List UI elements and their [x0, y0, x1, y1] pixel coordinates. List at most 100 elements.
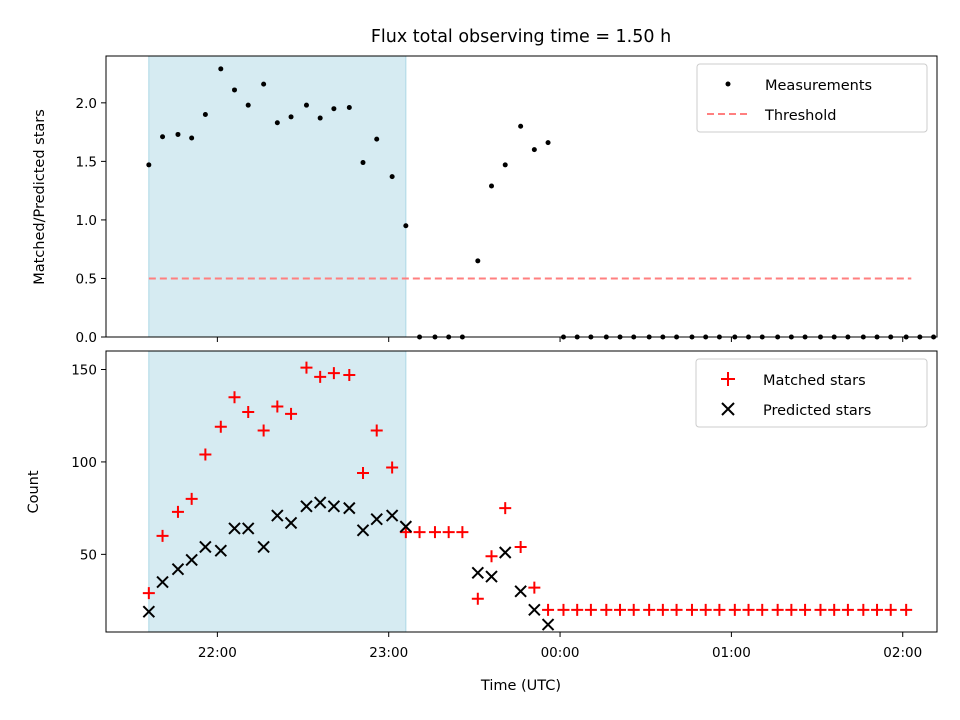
matched-star-point	[156, 529, 169, 542]
measurement-point	[489, 183, 495, 189]
matched-star-point	[627, 603, 640, 616]
matched-star-point	[199, 448, 212, 461]
top-y-tick-label: 1.0	[76, 213, 97, 229]
matched-star-point	[456, 526, 469, 539]
measurement-point	[531, 147, 537, 153]
bottom-y-axis-label: Count	[26, 470, 42, 513]
predicted-star-point	[485, 570, 498, 583]
measurement-point	[502, 162, 508, 168]
matched-star-points	[142, 361, 913, 616]
legend-threshold-label: Threshold	[764, 108, 836, 124]
bottom-y-tick-label: 150	[71, 362, 97, 378]
x-tick-label: 01:00	[712, 645, 751, 661]
measurement-point	[545, 140, 551, 146]
top-shade-band	[148, 55, 407, 338]
legend-predicted-marker	[721, 402, 735, 416]
measurement-point	[189, 135, 195, 141]
matched-star-point	[499, 502, 512, 515]
measurement-point	[475, 258, 481, 264]
matched-star-point	[399, 526, 412, 539]
bottom-x-ticks: 22:00 23:00 00:00 01:00 02:00	[198, 632, 922, 661]
legend-measurements-marker	[725, 81, 731, 87]
matched-star-point	[257, 424, 270, 437]
matched-star-point	[600, 603, 613, 616]
measurement-point	[160, 134, 166, 140]
matched-star-point	[370, 424, 383, 437]
measurement-point	[518, 123, 524, 129]
chart-title: Flux total observing time = 1.50 h	[371, 27, 671, 47]
predicted-star-point	[199, 540, 212, 554]
predicted-star-point	[499, 546, 512, 559]
top-x-ticks	[216, 337, 904, 342]
predicted-star-point	[271, 509, 284, 522]
bottom-legend: Matched stars Predicted stars	[695, 358, 928, 428]
matched-star-point	[142, 587, 155, 600]
bottom-shade-band	[148, 350, 407, 633]
top-y-tick-label: 1.5	[76, 154, 97, 170]
matched-star-point	[514, 540, 527, 553]
matched-star-point	[656, 603, 669, 616]
predicted-star-point	[228, 522, 241, 535]
predicted-star-point	[370, 513, 383, 526]
predicted-star-point	[514, 585, 527, 598]
measurement-point	[288, 114, 294, 120]
matched-star-point	[413, 526, 426, 539]
x-axis-label: Time (UTC)	[480, 678, 561, 694]
x-tick-label: 23:00	[369, 645, 408, 661]
matched-star-point	[713, 603, 726, 616]
top-y-tick-label: 0.5	[76, 271, 97, 287]
measurement-point	[389, 174, 395, 180]
bottom-legend-box	[695, 358, 928, 428]
predicted-star-point	[471, 566, 485, 580]
matched-star-point	[214, 420, 227, 433]
matched-star-point	[242, 406, 255, 419]
predicted-star-point	[541, 618, 555, 631]
matched-star-point	[799, 603, 812, 616]
matched-star-point	[841, 603, 854, 616]
predicted-star-point	[399, 520, 413, 533]
measurement-point	[232, 87, 238, 93]
measurement-point	[175, 131, 181, 137]
matched-star-point	[884, 603, 897, 616]
matched-star-point	[528, 581, 541, 594]
measurement-points	[146, 66, 937, 340]
matched-star-point	[871, 603, 884, 616]
measurement-point	[245, 102, 251, 108]
measurement-point	[303, 102, 309, 108]
measurement-point	[346, 105, 352, 111]
matched-star-point	[171, 505, 184, 518]
matched-star-point	[428, 526, 441, 539]
measurement-point	[403, 223, 409, 229]
matched-star-point	[584, 603, 597, 616]
predicted-star-point	[327, 500, 341, 513]
top-y-axis-label: Matched/Predicted stars	[32, 109, 48, 285]
matched-star-point	[357, 467, 370, 480]
legend-measurements-label: Measurements	[765, 78, 872, 94]
top-panel: 0.00.51.01.52.0 Matched/Predicted stars …	[32, 55, 938, 346]
top-y-tick-label: 0.0	[76, 330, 97, 346]
predicted-star-point	[313, 496, 327, 509]
top-legend-box	[696, 63, 928, 133]
bottom-y-tick-label: 100	[71, 455, 97, 471]
matched-star-point	[785, 603, 798, 616]
matched-star-point	[771, 603, 784, 616]
predicted-star-point	[356, 524, 370, 537]
matched-star-point	[285, 407, 298, 420]
measurement-point	[146, 162, 152, 168]
matched-star-point	[857, 603, 870, 616]
top-y-tick-label: 2.0	[76, 96, 97, 112]
matched-star-point	[670, 603, 683, 616]
matched-star-point	[814, 603, 827, 616]
matched-star-point	[828, 603, 841, 616]
predicted-star-point	[300, 500, 313, 513]
matched-star-point	[643, 603, 656, 616]
x-tick-label: 00:00	[541, 645, 580, 661]
x-tick-label: 22:00	[198, 645, 237, 661]
predicted-star-point	[214, 544, 228, 557]
legend-predicted-label: Predicted stars	[763, 403, 871, 419]
predicted-star-point	[142, 605, 156, 618]
predicted-star-point	[185, 553, 198, 567]
measurement-point	[374, 136, 380, 142]
matched-star-point	[614, 603, 627, 616]
